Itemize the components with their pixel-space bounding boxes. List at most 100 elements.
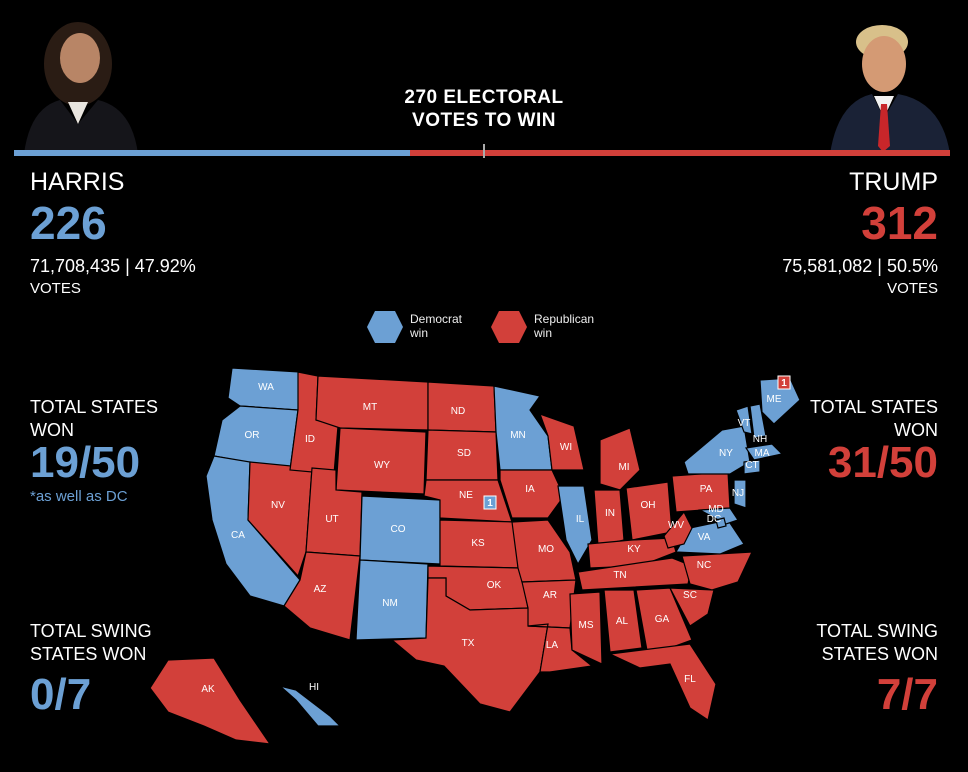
harris-progress-bar xyxy=(14,150,410,156)
state-label-in: IN xyxy=(605,508,615,519)
state-al xyxy=(603,589,643,653)
state-label-co: CO xyxy=(391,524,406,535)
state-label-id: ID xyxy=(305,434,315,445)
state-ny xyxy=(683,425,751,475)
state-label-nv: NV xyxy=(271,500,285,511)
trump-votes-label: VOTES xyxy=(887,280,938,297)
state-label-me: ME xyxy=(767,394,782,405)
state-label-fl: FL xyxy=(684,674,696,685)
state-label-il: IL xyxy=(576,514,585,525)
harris-swing-won: 0/7 xyxy=(30,670,92,719)
trump-progress-bar xyxy=(410,150,950,156)
state-label-wa: WA xyxy=(258,382,274,393)
state-label-ga: GA xyxy=(655,614,670,625)
trump-states-label-line-2: WON xyxy=(894,420,938,440)
state-label-wi: WI xyxy=(560,442,572,453)
state-label-mi: MI xyxy=(618,462,629,473)
split-marker-label-me: 1 xyxy=(781,378,787,389)
state-label-la: LA xyxy=(546,640,559,651)
split-marker-ne xyxy=(483,495,497,510)
harris-popular-vote: 71,708,435 | 47.92% xyxy=(30,256,196,276)
state-label-az: AZ xyxy=(314,584,327,595)
democrat-legend-line-1: Democrat xyxy=(410,312,463,326)
republican-legend-hexagon xyxy=(491,311,527,343)
state-ga xyxy=(635,587,693,657)
harris-states-label-line-2: WON xyxy=(30,420,74,440)
state-label-ct: CT xyxy=(745,460,758,471)
headline-line-2: VOTES TO WIN xyxy=(412,110,556,131)
state-label-va: VA xyxy=(698,532,711,543)
state-label-ky: KY xyxy=(627,544,641,555)
state-nh xyxy=(749,403,767,439)
state-label-nh: NH xyxy=(753,434,767,445)
harris-name: HARRIS xyxy=(30,168,125,196)
republican-legend-label: Republican win xyxy=(534,312,624,340)
threshold-marker xyxy=(483,144,485,158)
state-ma xyxy=(744,443,784,461)
state-label-hi: HI xyxy=(309,682,319,693)
state-label-al: AL xyxy=(616,616,629,627)
state-label-wy: WY xyxy=(374,460,390,471)
democrat-legend-label: Democrat win xyxy=(410,312,490,340)
state-label-ak: AK xyxy=(201,684,215,695)
state-il xyxy=(557,485,593,566)
democrat-legend-hexagon xyxy=(367,311,403,343)
state-wv xyxy=(663,510,693,549)
state-label-ny: NY xyxy=(719,448,733,459)
state-label-ks: KS xyxy=(471,538,485,549)
state-label-ia: IA xyxy=(525,484,535,495)
split-marker-label-ne: 1 xyxy=(487,498,493,509)
state-label-wv: WV xyxy=(668,520,684,531)
trump-swing-label-line-1: TOTAL SWING xyxy=(816,621,938,641)
state-mi xyxy=(599,427,641,491)
state-label-mn: MN xyxy=(510,430,526,441)
state-label-vt: VT xyxy=(738,418,751,429)
state-nc xyxy=(681,551,753,591)
trump-swing-label: TOTAL SWING STATES WON xyxy=(816,620,938,666)
state-label-tn: TN xyxy=(613,570,626,581)
state-ms xyxy=(569,591,603,665)
state-label-mo: MO xyxy=(538,544,554,555)
state-ak xyxy=(149,657,272,745)
state-wi xyxy=(539,413,585,471)
harris-states-label-line-1: TOTAL STATES xyxy=(30,397,159,417)
harris-votes-label: VOTES xyxy=(30,280,81,297)
state-nj xyxy=(733,479,747,509)
split-marker-me xyxy=(777,375,791,390)
state-label-tx: TX xyxy=(462,638,475,649)
state-sc xyxy=(668,587,715,627)
harris-swing-label: TOTAL SWING STATES WON xyxy=(30,620,152,666)
state-label-oh: OH xyxy=(641,500,656,511)
headline-line-1: 270 ELECTORAL xyxy=(404,87,564,108)
harris-swing-label-line-1: TOTAL SWING xyxy=(30,621,152,641)
harris-states-label: TOTAL STATES WON xyxy=(30,396,158,442)
trump-states-label-line-1: TOTAL STATES xyxy=(809,397,938,417)
democrat-legend-line-2: win xyxy=(410,326,429,340)
state-label-md: MD xyxy=(708,504,724,515)
state-mn xyxy=(493,385,553,471)
harris-dc-note: *as well as DC xyxy=(30,488,128,505)
trump-name: TRUMP xyxy=(849,168,938,196)
state-vt xyxy=(735,405,753,435)
state-label-sd: SD xyxy=(457,448,471,459)
republican-legend-line-1: Republican xyxy=(534,312,595,326)
state-ct xyxy=(743,459,761,475)
trump-electoral-votes: 312 xyxy=(861,197,938,249)
state-label-ma: MA xyxy=(755,448,770,459)
state-label-ok: OK xyxy=(487,580,502,591)
state-hi xyxy=(279,685,342,727)
state-az xyxy=(283,551,361,641)
trump-swing-label-line-2: STATES WON xyxy=(821,644,938,664)
state-label-or: OR xyxy=(245,430,260,441)
republican-legend-line-2: win xyxy=(534,326,553,340)
harris-electoral-votes: 226 xyxy=(30,197,107,249)
state-fl xyxy=(607,643,717,721)
state-label-ms: MS xyxy=(579,620,594,631)
harris-portrait xyxy=(24,22,138,154)
state-label-ne: NE xyxy=(459,490,473,501)
trump-swing-won: 7/7 xyxy=(876,670,938,719)
trump-portrait xyxy=(830,25,950,154)
state-label-nm: NM xyxy=(382,598,398,609)
electoral-threshold-headline: 270 ELECTORAL VOTES TO WIN xyxy=(0,86,968,132)
